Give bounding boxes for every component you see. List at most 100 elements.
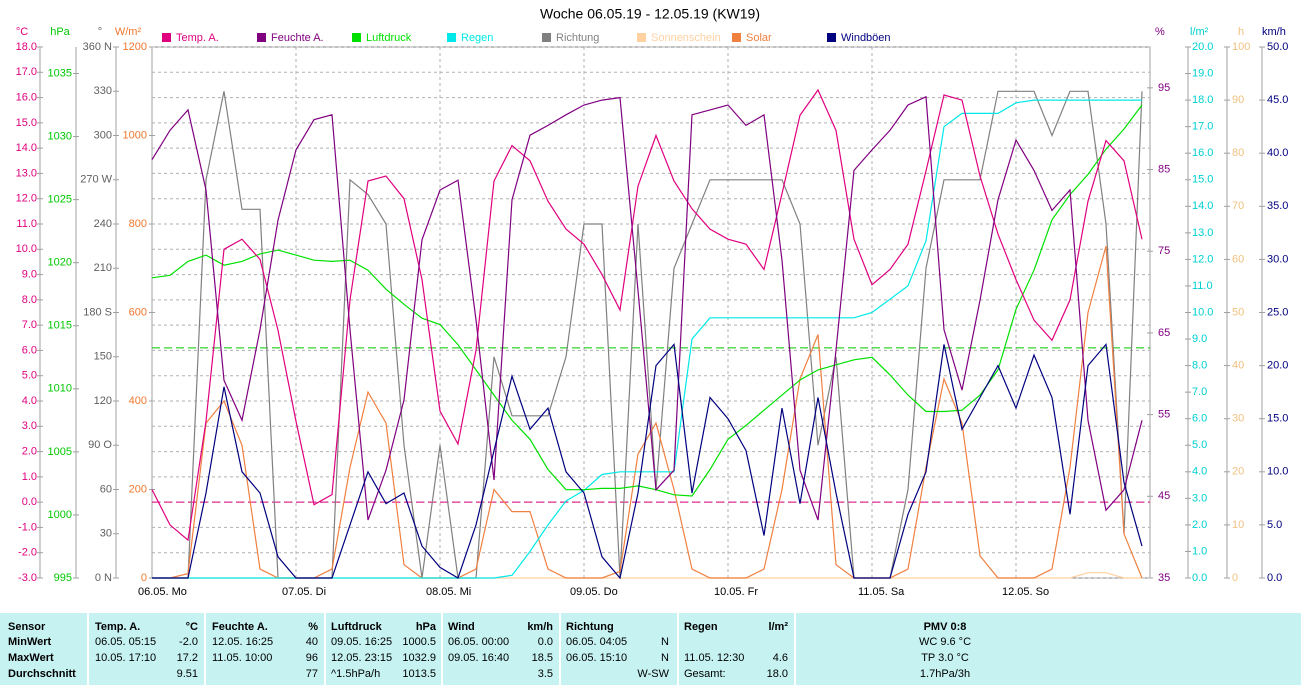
tick-label: 13.0 [1192,227,1213,239]
tick-label: 35.0 [1267,200,1288,212]
x-tick-label: 07.05. Di [282,586,326,598]
table-cell: 1013.5 [402,668,436,680]
series-line [152,245,1143,579]
legend-label: Regen [461,32,493,44]
legend-swatch [447,33,456,42]
table-cell: 96 [306,652,318,664]
table-cell: WC 9.6 °C [919,636,971,648]
tick-label: 1035 [48,67,72,79]
tick-label: 16.0 [1192,147,1213,159]
tick-label: 20.0 [1192,41,1213,53]
tick-label: 12.0 [1192,253,1213,265]
chart-title: Woche 06.05.19 - 12.05.19 (KW19) [540,6,760,22]
tick-label: 14.0 [16,142,37,154]
table-cell: ^1.5hPa/h [331,668,380,680]
tick-label: 1010 [48,383,72,395]
tick-label: 17.0 [16,66,37,78]
table-cell: 06.05. 15:10 [566,652,627,664]
tick-label: 1005 [48,446,72,458]
table-cell: N [661,636,669,648]
tick-label: 300 [94,129,112,141]
legend-swatch [162,33,171,42]
table-cell: 18.5 [532,652,553,664]
x-tick-label: 11.05. Sa [858,586,905,598]
legend-label: Sonnenschein [651,32,721,44]
tick-label: 20.0 [1267,360,1288,372]
tick-label: 16.0 [16,91,37,103]
table-cell: MinWert [8,636,52,648]
legend-swatch [732,33,741,42]
table-cell: MaxWert [8,652,54,664]
tick-label: 1015 [48,320,72,332]
legend-swatch [542,33,551,42]
tick-label: 45 [1158,490,1170,502]
tick-label: 210 [94,262,112,274]
tick-label: 18.0 [1192,94,1213,106]
series-line [151,88,1143,542]
table-header: km/h [527,621,553,633]
tick-label: -1.0 [18,521,37,533]
table-header: PMV 0:8 [924,621,967,633]
table-cell: 9.51 [177,668,198,680]
tick-label: 3.0 [1192,492,1207,504]
table-cell: 1000.5 [402,636,436,648]
tick-label: 1025 [48,194,72,206]
tick-label: 75 [1158,245,1170,257]
tick-label: 70 [1232,200,1244,212]
tick-label: 3.0 [22,420,37,432]
tick-label: 60 [1232,253,1244,265]
legend-swatch [257,33,266,42]
tick-label: 95 [1158,82,1170,94]
legend-swatch [827,33,836,42]
table-cell: 1032.9 [402,652,436,664]
tick-label: 2.0 [22,445,37,457]
table-cell: 06.05. 00:00 [448,636,509,648]
table-cell: 40 [306,636,318,648]
tick-label: 7.0 [22,319,37,331]
table-cell: 12.05. 23:15 [331,652,392,664]
tick-label: 995 [54,572,72,584]
table-cell: 09.05. 16:40 [448,652,509,664]
table-cell: 10.05. 17:10 [95,652,156,664]
tick-label: 400 [129,395,147,407]
tick-label: 1000 [123,129,147,141]
tick-label: 25.0 [1267,306,1288,318]
tick-label: 100 [1232,41,1250,53]
legend-label: Temp. A. [176,32,219,44]
tick-label: 12.0 [16,193,37,205]
axis-unit: ° [98,26,102,38]
axis-unit: °C [16,26,28,38]
table-cell: 0.0 [538,636,553,648]
tick-label: 90 O [88,439,112,451]
tick-label: 9.0 [1192,333,1207,345]
tick-label: 600 [129,306,147,318]
tick-label: 180 S [83,306,112,318]
tick-label: 10.0 [1267,466,1288,478]
tick-label: 9.0 [22,268,37,280]
axis-unit: hPa [50,26,70,38]
tick-label: 50.0 [1267,41,1288,53]
legend-label: Feuchte A. [271,32,324,44]
tick-label: 1030 [48,130,72,142]
tick-label: 30 [100,528,112,540]
tick-label: 120 [94,395,112,407]
tick-label: 65 [1158,327,1170,339]
table-header: % [308,621,318,633]
tick-label: 5.0 [1267,519,1282,531]
legend-swatch [637,33,646,42]
tick-label: 40 [1232,360,1244,372]
tick-label: 90 [1232,94,1244,106]
tick-label: 50 [1232,306,1244,318]
table-header: Luftdruck [331,621,383,633]
table-cell: 09.05. 16:25 [331,636,392,648]
table-cell: 11.05. 10:00 [212,652,272,664]
legend-label: Solar [746,32,772,44]
table-cell: 18.0 [767,668,788,680]
tick-label: 360 N [83,41,112,53]
tick-label: 0.0 [22,496,37,508]
tick-label: 19.0 [1192,67,1213,79]
tick-label: -2.0 [18,547,37,559]
tick-label: 5.0 [1192,439,1207,451]
table-header: l/m² [768,621,788,633]
table-cell: W-SW [637,668,669,680]
